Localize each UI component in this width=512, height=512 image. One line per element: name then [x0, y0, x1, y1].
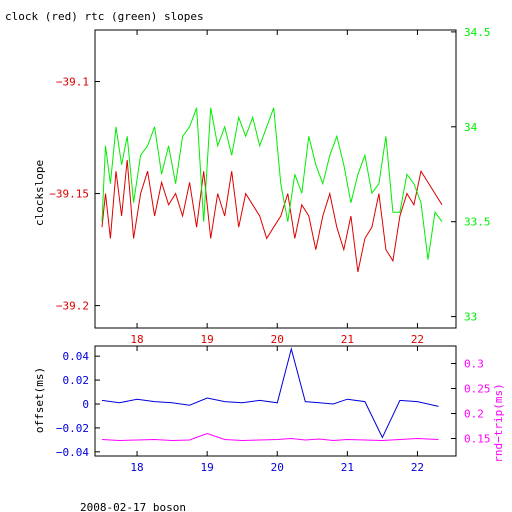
top-y2-tick-label: 33: [464, 311, 477, 324]
bottom-x-tick-label: 21: [341, 461, 354, 474]
top-y-tick-label: −39.15: [49, 188, 89, 201]
bottom-x-tick-label: 18: [130, 461, 143, 474]
top-green-series-line: [101, 107, 443, 260]
bottom-y-tick-label: −0.02: [56, 422, 89, 435]
top-axes: 18 19 20 21 22 −39.1 −39.15 −39.2 34.5 34 33.5 33: [49, 26, 490, 346]
bottom-y2-axis-label: rnd−trip(ms): [492, 383, 505, 462]
top-y2-tick-label: 34.5: [464, 26, 491, 39]
bottom-axes: 18 19 20 21 22 0.04 0.02 0 −0.02 −0.04 0.3 0.25 0.2 0…: [56, 346, 491, 474]
chart-title: clock (red) rtc (green) slopes: [5, 10, 204, 23]
top-y-tick-label: −39.2: [56, 300, 89, 313]
bottom-y2-tick-label: 0.2: [464, 408, 484, 421]
top-x-tick-label: 21: [341, 333, 354, 346]
top-x-tick-label: 22: [411, 333, 424, 346]
bottom-y-tick-label: −0.04: [56, 446, 89, 459]
footer-label: 2008-02-17 boson: [80, 501, 186, 512]
bottom-y2-tick-label: 0.15: [464, 433, 491, 446]
bottom-magenta-series-line: [101, 432, 439, 442]
bottom-panel: 18 19 20 21 22 0.04 0.02 0 −0.02 −0.04 0.3 0.25 0.2 0…: [33, 345, 505, 474]
bottom-x-tick-label: 20: [271, 461, 284, 474]
top-y2-tick-label: 33.5: [464, 216, 491, 229]
top-red-series-line: [101, 159, 443, 273]
bottom-y2-tick-label: 0.25: [464, 383, 491, 396]
top-y2-tick-label: 34: [464, 121, 478, 134]
bottom-x-tick-label: 22: [411, 461, 424, 474]
bottom-y-axis-label: offset(ms): [33, 367, 46, 433]
top-panel: 18 19 20 21 22 −39.1 −39.15 −39.2 34.5 34 33.5 33 c…: [33, 26, 491, 346]
bottom-y-tick-label: 0.02: [63, 374, 90, 387]
bottom-blue-series-line: [101, 347, 439, 439]
bottom-series-group: [101, 347, 439, 442]
bottom-y-tick-label: 0.04: [63, 350, 90, 363]
top-series-group: [101, 107, 443, 273]
top-y-tick-label: −39.1: [56, 76, 89, 89]
top-x-tick-label: 18: [130, 333, 143, 346]
top-y-axis-label: clockslope: [33, 160, 46, 226]
top-x-tick-label: 19: [201, 333, 214, 346]
bottom-x-tick-label: 19: [201, 461, 214, 474]
top-x-tick-label: 20: [271, 333, 284, 346]
bottom-panel-frame: [94, 345, 457, 457]
top-panel-frame: [94, 29, 457, 329]
bottom-y2-tick-label: 0.3: [464, 358, 484, 371]
bottom-y-tick-label: 0: [82, 398, 89, 411]
